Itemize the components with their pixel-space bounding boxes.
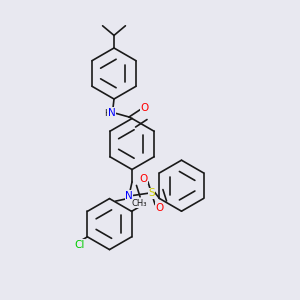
Text: O: O xyxy=(155,202,164,213)
Text: N: N xyxy=(108,107,116,118)
Text: N: N xyxy=(125,190,133,201)
Text: CH₃: CH₃ xyxy=(132,199,147,208)
Text: Cl: Cl xyxy=(74,239,85,250)
Text: H: H xyxy=(104,110,110,118)
Text: O: O xyxy=(139,174,148,184)
Text: S: S xyxy=(148,188,155,198)
Text: O: O xyxy=(141,103,149,113)
